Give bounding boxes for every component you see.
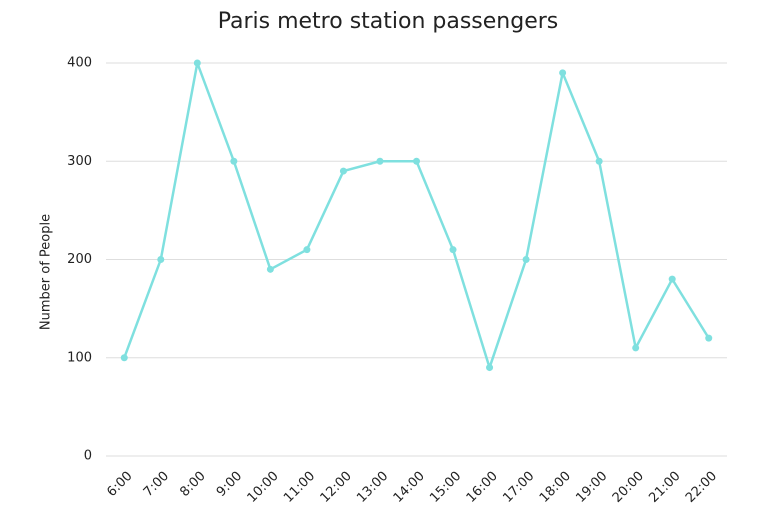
x-tick-label: 9:00 <box>214 469 245 500</box>
point <box>559 69 567 77</box>
x-tick-label: 10:00 <box>245 469 282 506</box>
point <box>705 334 713 342</box>
point <box>486 364 494 372</box>
y-tick-label: 400 <box>67 56 92 71</box>
x-tick-label: 21:00 <box>646 469 683 506</box>
x-tick-label: 13:00 <box>354 469 391 506</box>
x-tick-label: 6:00 <box>104 469 135 500</box>
y-tick-label: 0 <box>84 449 92 464</box>
point <box>376 157 384 165</box>
y-tick-label: 100 <box>67 350 92 365</box>
x-tick-label: 12:00 <box>318 469 355 506</box>
point <box>522 256 530 263</box>
line <box>123 61 710 369</box>
y-axis-label: Number of People <box>39 214 54 330</box>
point <box>595 157 603 165</box>
point <box>266 265 274 273</box>
point <box>193 59 201 67</box>
point <box>632 344 640 352</box>
point <box>303 246 311 254</box>
x-tick-label: 17:00 <box>500 469 537 506</box>
x-tick-label: 20:00 <box>610 469 647 506</box>
x-tick-label: 16:00 <box>464 469 501 506</box>
x-tick-label: 22:00 <box>683 469 720 506</box>
point <box>120 354 128 362</box>
point <box>668 275 676 283</box>
x-tick-label: 14:00 <box>391 469 428 506</box>
y-tick-label: 200 <box>67 252 92 267</box>
x-tick-label: 15:00 <box>427 469 464 506</box>
point <box>339 167 347 175</box>
point <box>157 256 165 263</box>
y-tick-label: 300 <box>67 154 92 169</box>
chart-title: Paris metro station passengers <box>218 9 559 34</box>
point <box>413 157 420 165</box>
point <box>449 246 457 254</box>
x-tick-label: 18:00 <box>537 469 574 506</box>
point <box>230 157 238 165</box>
x-tick-label: 19:00 <box>573 469 610 506</box>
x-tick-label: 7:00 <box>141 469 172 500</box>
x-tick-label: 8:00 <box>177 469 208 500</box>
x-tick-label: 11:00 <box>281 469 318 506</box>
